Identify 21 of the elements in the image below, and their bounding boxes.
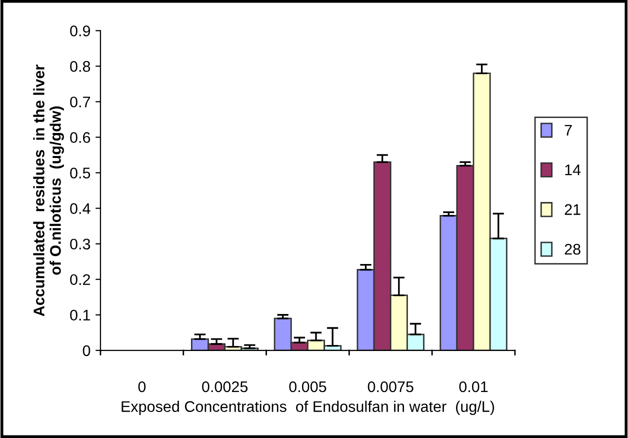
y-tick-label: 0.7 [70, 96, 90, 108]
y-tick-label: 0.4 [70, 203, 90, 214]
y-tick-label: 0.9 [70, 26, 90, 36]
y-tick-label: 0 [82, 345, 90, 356]
y-tick-label: 0.2 [70, 274, 90, 286]
x-tick-label: 0.0025 [202, 381, 248, 392]
legend-label: 28 [564, 244, 580, 255]
x-tick-label: 0.0075 [368, 381, 414, 392]
x-tick-label: 0.01 [459, 381, 488, 392]
legend-label: 7 [564, 124, 572, 136]
y-axis-title: Accumulated residues in the liver of O.niloticus (ug/gdw) [33, 64, 64, 316]
x-axis-title: Exposed Concentrations of Endosulfan in water (ug/L) [122, 400, 494, 415]
y-tick-label: 0.5 [70, 168, 90, 178]
y-tick-label: 0.1 [70, 310, 90, 321]
x-tick-label: 0 [138, 381, 146, 392]
legend-label: 14 [565, 164, 581, 176]
legend-label: 21 [564, 204, 580, 215]
y-tick-label: 0.6 [70, 132, 90, 143]
y-tick-label: 0.8 [70, 61, 90, 72]
y-tick-label: 0.3 [70, 238, 90, 250]
x-tick-label: 0.005 [289, 381, 326, 392]
